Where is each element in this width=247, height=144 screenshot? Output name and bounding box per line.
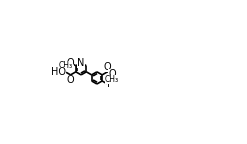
Text: O: O [103, 62, 111, 72]
Text: N: N [77, 58, 85, 68]
Text: O: O [108, 69, 116, 79]
Text: O: O [67, 75, 74, 85]
Text: HO: HO [51, 67, 66, 77]
Text: CH₃: CH₃ [105, 75, 119, 84]
Text: F: F [107, 78, 112, 89]
Text: CH₃: CH₃ [59, 61, 73, 70]
Text: O: O [67, 58, 74, 68]
